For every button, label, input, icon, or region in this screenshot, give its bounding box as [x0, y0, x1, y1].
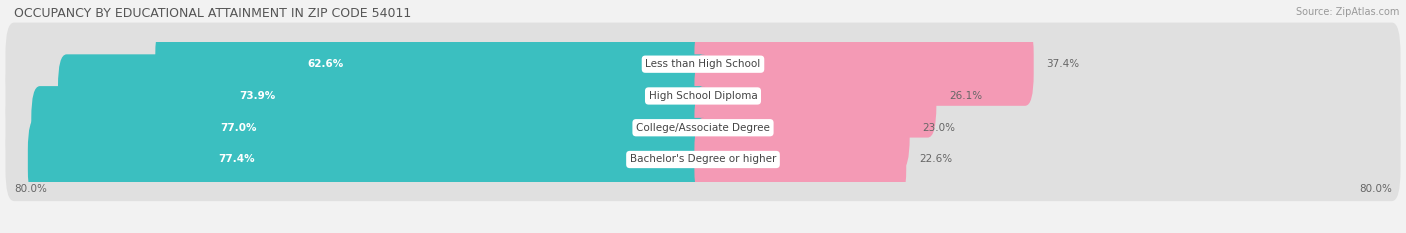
FancyBboxPatch shape [28, 118, 711, 201]
FancyBboxPatch shape [155, 23, 711, 106]
FancyBboxPatch shape [695, 86, 910, 169]
Text: College/Associate Degree: College/Associate Degree [636, 123, 770, 133]
Text: High School Diploma: High School Diploma [648, 91, 758, 101]
Text: 80.0%: 80.0% [14, 184, 46, 194]
Text: OCCUPANCY BY EDUCATIONAL ATTAINMENT IN ZIP CODE 54011: OCCUPANCY BY EDUCATIONAL ATTAINMENT IN Z… [14, 7, 412, 20]
Text: 77.0%: 77.0% [221, 123, 257, 133]
Text: 37.4%: 37.4% [1046, 59, 1080, 69]
Legend: Owner-occupied, Renter-occupied: Owner-occupied, Renter-occupied [582, 230, 824, 233]
FancyBboxPatch shape [58, 54, 711, 137]
FancyBboxPatch shape [695, 23, 1033, 106]
FancyBboxPatch shape [31, 86, 711, 169]
Text: 62.6%: 62.6% [308, 59, 343, 69]
Text: 77.4%: 77.4% [218, 154, 254, 164]
Text: Source: ZipAtlas.com: Source: ZipAtlas.com [1295, 7, 1399, 17]
Text: Bachelor's Degree or higher: Bachelor's Degree or higher [630, 154, 776, 164]
Text: 23.0%: 23.0% [922, 123, 956, 133]
FancyBboxPatch shape [695, 118, 907, 201]
FancyBboxPatch shape [6, 86, 1400, 169]
Text: Less than High School: Less than High School [645, 59, 761, 69]
FancyBboxPatch shape [6, 23, 1400, 106]
FancyBboxPatch shape [6, 118, 1400, 201]
Text: 80.0%: 80.0% [1360, 184, 1392, 194]
FancyBboxPatch shape [6, 54, 1400, 137]
FancyBboxPatch shape [695, 54, 936, 137]
Text: 26.1%: 26.1% [949, 91, 983, 101]
Text: 22.6%: 22.6% [920, 154, 952, 164]
Text: 73.9%: 73.9% [239, 91, 276, 101]
